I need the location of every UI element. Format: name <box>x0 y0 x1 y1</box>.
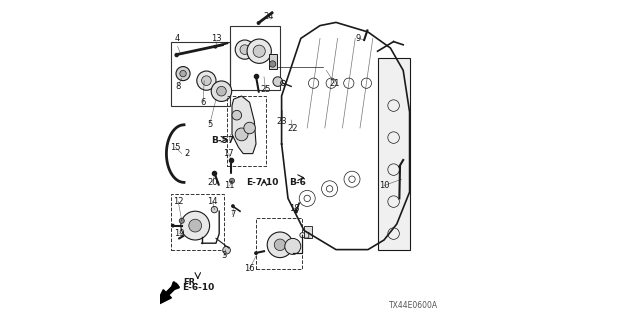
Text: 6: 6 <box>200 98 206 107</box>
Polygon shape <box>232 96 256 154</box>
Text: 1: 1 <box>305 232 310 241</box>
Circle shape <box>257 21 260 25</box>
Text: 14: 14 <box>207 197 218 206</box>
Text: 25: 25 <box>260 85 271 94</box>
Circle shape <box>254 251 258 255</box>
Bar <box>256 218 302 269</box>
Text: FR.: FR. <box>184 278 199 287</box>
Circle shape <box>294 210 298 213</box>
Circle shape <box>236 128 248 141</box>
Bar <box>172 194 224 250</box>
Circle shape <box>240 45 250 54</box>
Text: E-7-10: E-7-10 <box>246 178 278 187</box>
Circle shape <box>214 45 218 49</box>
Text: 17: 17 <box>223 149 234 158</box>
Circle shape <box>247 39 271 63</box>
Text: 21: 21 <box>329 79 340 88</box>
Text: 4: 4 <box>175 34 180 43</box>
Text: 19: 19 <box>174 229 184 238</box>
Bar <box>378 58 410 250</box>
Circle shape <box>180 211 210 240</box>
Text: 13: 13 <box>211 34 221 43</box>
Circle shape <box>236 40 255 59</box>
Bar <box>304 226 312 238</box>
Bar <box>269 54 277 69</box>
Text: 24: 24 <box>264 12 274 20</box>
Circle shape <box>268 232 293 258</box>
Text: 2: 2 <box>184 149 190 158</box>
Text: 16: 16 <box>244 264 255 273</box>
Circle shape <box>197 71 216 90</box>
Circle shape <box>269 61 276 67</box>
Circle shape <box>223 246 230 254</box>
Circle shape <box>273 77 283 86</box>
Text: 23: 23 <box>276 117 287 126</box>
Circle shape <box>171 224 175 228</box>
Circle shape <box>189 219 202 232</box>
Text: B-6: B-6 <box>289 178 306 187</box>
Circle shape <box>231 204 235 208</box>
Circle shape <box>202 76 211 85</box>
Text: 10: 10 <box>379 181 389 190</box>
Bar <box>227 96 266 166</box>
Bar <box>172 42 230 106</box>
Text: 20: 20 <box>207 178 218 187</box>
Bar <box>230 26 280 90</box>
Text: B-57: B-57 <box>211 136 234 145</box>
Circle shape <box>174 53 179 57</box>
Text: 11: 11 <box>225 181 235 190</box>
Circle shape <box>176 67 190 81</box>
Circle shape <box>179 218 184 223</box>
Text: 3: 3 <box>221 252 227 260</box>
Text: 12: 12 <box>173 197 184 206</box>
Circle shape <box>211 81 232 101</box>
Circle shape <box>285 238 301 254</box>
Circle shape <box>275 239 285 251</box>
Text: 7: 7 <box>230 210 236 219</box>
Circle shape <box>180 70 186 77</box>
Circle shape <box>216 86 227 96</box>
Circle shape <box>244 122 255 134</box>
FancyArrow shape <box>155 283 179 306</box>
Text: 15: 15 <box>170 143 180 152</box>
Text: 22: 22 <box>287 124 298 132</box>
Text: 9: 9 <box>356 34 361 43</box>
Text: 5: 5 <box>207 120 212 129</box>
Text: TX44E0600A: TX44E0600A <box>389 301 438 310</box>
Text: 8: 8 <box>175 82 180 91</box>
Text: E-6-10: E-6-10 <box>182 284 214 292</box>
Circle shape <box>230 178 235 183</box>
Circle shape <box>232 110 242 120</box>
Circle shape <box>253 45 265 57</box>
Text: 18: 18 <box>289 204 300 212</box>
Circle shape <box>211 206 218 213</box>
